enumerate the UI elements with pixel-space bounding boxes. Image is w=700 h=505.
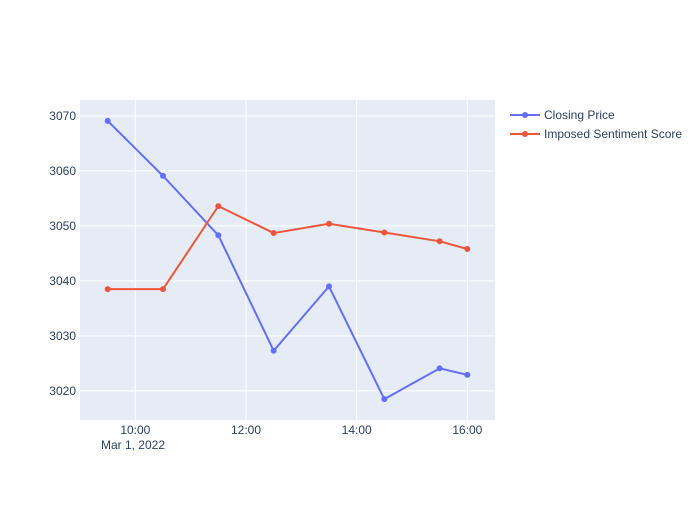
series-group bbox=[104, 117, 471, 403]
data-point bbox=[104, 286, 111, 293]
x-tick-label: 12:00 bbox=[231, 423, 261, 437]
series-group bbox=[104, 203, 471, 293]
legend-label: Imposed Sentiment Score bbox=[544, 127, 682, 141]
legend-marker bbox=[522, 131, 528, 137]
data-point bbox=[160, 286, 166, 293]
data-point bbox=[464, 371, 471, 378]
legend-item[interactable]: Closing Price bbox=[510, 108, 615, 122]
data-point bbox=[464, 246, 471, 253]
plot-area-background bbox=[80, 100, 495, 420]
x-tick-label: 10:00 bbox=[120, 423, 150, 437]
data-point bbox=[104, 117, 111, 124]
data-point bbox=[436, 365, 443, 372]
data-point bbox=[326, 220, 332, 227]
y-tick-label: 3070 bbox=[49, 109, 76, 123]
data-point bbox=[381, 396, 388, 403]
legend-label: Closing Price bbox=[544, 108, 615, 122]
y-tick-label: 3030 bbox=[49, 329, 76, 343]
data-point bbox=[326, 283, 332, 290]
y-tick-label: 3060 bbox=[49, 164, 76, 178]
x-tick-label: 14:00 bbox=[342, 423, 372, 437]
series-line bbox=[107, 205, 468, 291]
x-tick-label: 16:00 bbox=[452, 423, 482, 437]
legend-item[interactable]: Imposed Sentiment Score bbox=[510, 127, 682, 141]
x-axis-date-label: Mar 1, 2022 bbox=[101, 438, 165, 452]
y-tick-label: 3040 bbox=[49, 274, 76, 288]
y-tick-label: 3020 bbox=[49, 384, 76, 398]
y-tick-label: 3050 bbox=[49, 219, 76, 233]
data-point bbox=[215, 203, 222, 210]
legend-marker bbox=[522, 112, 528, 118]
data-point bbox=[270, 230, 277, 237]
data-point bbox=[270, 347, 277, 354]
series-lines bbox=[104, 117, 471, 403]
data-point bbox=[160, 172, 166, 179]
axis-ticks: 3020 3030 3040 3050 3060 3070 10:00 12:00 14:00 1… bbox=[49, 109, 482, 437]
data-point bbox=[436, 238, 443, 245]
data-point bbox=[215, 232, 222, 239]
legend[interactable]: Closing Price Imposed Sentiment Score bbox=[510, 108, 682, 141]
series-line bbox=[106, 120, 468, 401]
data-point bbox=[381, 229, 388, 236]
